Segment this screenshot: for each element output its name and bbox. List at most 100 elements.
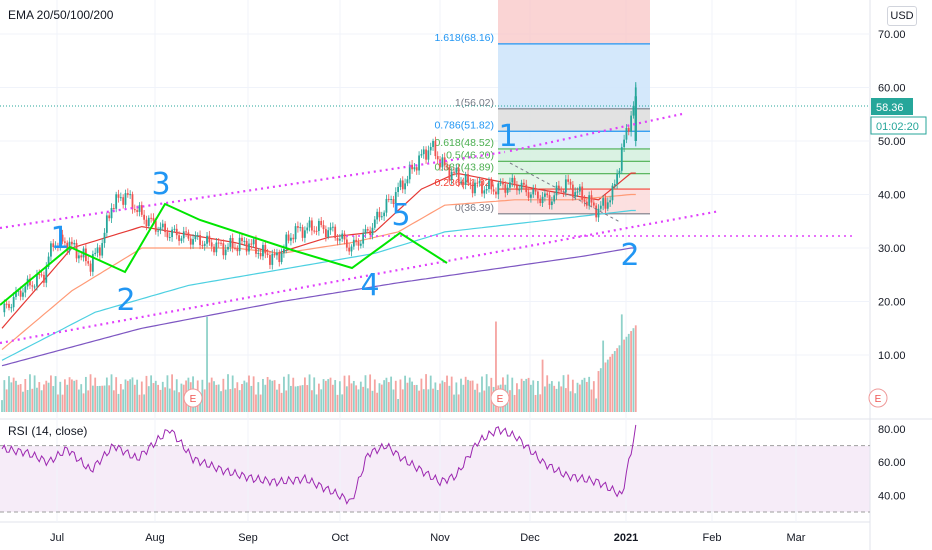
candle-body <box>175 228 178 236</box>
candle-body <box>546 193 549 196</box>
candle-body <box>224 249 227 256</box>
wave-label: 4 <box>360 268 379 303</box>
volume-bar <box>280 392 283 412</box>
volume-bar <box>567 374 570 412</box>
candle-body <box>131 194 134 210</box>
ema-line <box>1 193 636 351</box>
candle-body <box>511 177 514 183</box>
candle-body <box>371 227 374 235</box>
volume-bar <box>571 379 574 412</box>
volume-bar <box>250 385 253 412</box>
candle-body <box>310 220 313 231</box>
candle-body <box>112 208 115 210</box>
candle-body <box>369 230 372 235</box>
price-tick-label: 20.00 <box>878 297 906 309</box>
candle-body <box>366 229 369 231</box>
candle-body <box>138 205 141 212</box>
candle-body <box>448 166 451 180</box>
volume-bar <box>276 389 278 412</box>
currency-button[interactable]: USD <box>887 6 917 26</box>
candle-body <box>304 230 306 238</box>
candle-body <box>248 243 250 252</box>
candle-body <box>329 227 332 231</box>
candle-body <box>611 185 614 201</box>
volume-bar <box>241 384 243 412</box>
candle-body <box>408 164 411 180</box>
fib-trend-line <box>509 162 621 223</box>
candle-body <box>632 105 635 116</box>
candle-body <box>457 167 460 183</box>
fib-zone <box>498 131 650 149</box>
candle-body <box>180 238 183 241</box>
volume-bar <box>441 380 444 412</box>
candle-body <box>234 247 236 249</box>
volume-bar <box>98 385 101 412</box>
volume-bar <box>108 385 111 412</box>
volume-bar <box>327 379 330 412</box>
volume-bar <box>140 381 143 412</box>
volume-bar <box>259 394 262 412</box>
volume-bar <box>478 392 481 412</box>
volume-bar <box>329 377 332 412</box>
candle-body <box>432 140 434 147</box>
candle-body <box>57 245 59 247</box>
volume-bar <box>350 383 353 412</box>
volume-bar <box>376 392 379 412</box>
volume-bar <box>343 375 346 412</box>
volume-bar <box>103 385 106 412</box>
volume-bar <box>89 374 92 412</box>
volume-bar <box>574 393 577 412</box>
volume-bar <box>94 377 97 412</box>
rsi-tick-label: 60.00 <box>878 457 906 469</box>
candle-body <box>266 253 269 255</box>
fib-level-label: 1.618(68.16) <box>434 32 494 44</box>
candle-body <box>227 246 229 250</box>
candle-body <box>178 235 180 241</box>
volume-bar <box>112 390 115 412</box>
volume-bar <box>385 377 388 412</box>
candle-body <box>476 182 479 184</box>
volume-bar <box>110 374 113 412</box>
volume-bar <box>315 394 318 412</box>
candle-body <box>474 182 476 194</box>
volume-bar <box>394 380 397 412</box>
volume-bar <box>96 386 99 412</box>
candle-body <box>455 167 458 173</box>
candle-body <box>478 180 481 183</box>
candle-body <box>578 186 581 192</box>
candle-body <box>506 187 509 193</box>
volume-bar <box>560 386 563 412</box>
volume-bar <box>304 377 306 412</box>
time-tick-label: Aug <box>145 532 165 544</box>
volume-bar <box>597 371 600 412</box>
candle-body <box>38 274 41 276</box>
volume-bar <box>613 351 616 412</box>
candle-body <box>124 193 127 205</box>
candle-body <box>467 174 469 183</box>
candle-body <box>171 229 173 238</box>
candle-body <box>294 226 297 240</box>
last-price-badge <box>871 98 913 115</box>
volume-bar <box>564 388 567 412</box>
candle-body <box>397 186 399 193</box>
volume-bar <box>541 359 544 412</box>
volume-bar <box>511 377 514 412</box>
volume-bar <box>145 375 148 412</box>
volume-bar <box>439 383 441 412</box>
candle-body <box>383 212 386 217</box>
candle-body <box>252 239 255 245</box>
candle-body <box>66 242 69 252</box>
volume-bar <box>355 385 358 412</box>
volume-bar <box>68 377 71 412</box>
volume-bar <box>334 380 337 412</box>
last-price-label: 58.36 <box>876 102 904 114</box>
volume-bar <box>527 377 530 412</box>
candle-body <box>236 248 239 252</box>
candle-body <box>322 225 325 230</box>
candle-body <box>22 292 24 297</box>
volume-bar <box>581 379 584 412</box>
volume-bar <box>317 383 320 412</box>
wave-label: 5 <box>391 198 410 233</box>
volume-bar <box>150 375 153 412</box>
